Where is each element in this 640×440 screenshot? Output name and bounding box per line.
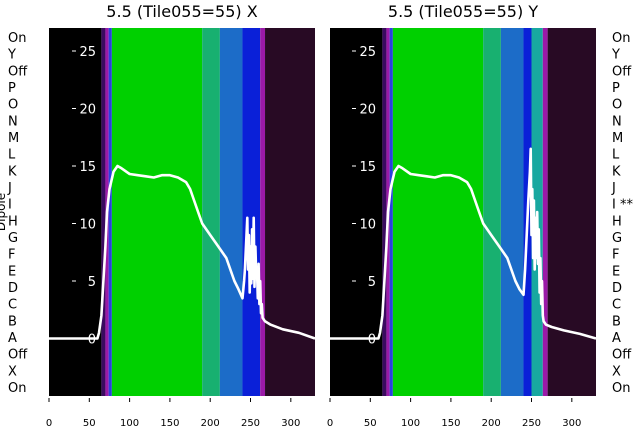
dipole-label: I ** — [612, 198, 633, 213]
heatmap-band — [101, 28, 106, 396]
dipole-label: X — [8, 364, 17, 379]
y-axis-label: Dipole — [0, 193, 8, 231]
heatmap-band — [108, 28, 112, 396]
heatmap-band — [483, 28, 501, 396]
dipole-label: L — [8, 148, 16, 163]
heatmap-band — [242, 28, 261, 396]
dipole-label: K — [8, 164, 17, 179]
dipole-label: B — [8, 314, 17, 329]
series-line — [49, 164, 316, 340]
dipole-label: A — [8, 331, 17, 346]
panel-title: 5.5 (Tile055=55) X — [106, 2, 257, 21]
dipole-label: G — [612, 231, 622, 246]
x-tick-label: 0 — [327, 418, 333, 429]
dipole-label: P — [612, 81, 620, 96]
x-tick-label: 0 — [46, 418, 52, 429]
heatmap-band — [265, 28, 315, 396]
dipole-label: M — [612, 131, 623, 146]
heatmap-band — [382, 28, 387, 396]
heatmap-band — [392, 28, 484, 396]
dipole-label: C — [8, 298, 17, 313]
dipole-label: E — [8, 264, 16, 279]
dipole-label: B — [612, 314, 621, 329]
series-line — [330, 147, 597, 340]
dipole-label: N — [8, 114, 18, 129]
dipole-label: H — [8, 214, 18, 229]
x-tick-label: 150 — [160, 418, 179, 429]
y-tick-label: 15 — [79, 160, 96, 175]
dipole-label: J — [611, 181, 616, 196]
heatmap-band — [111, 28, 203, 396]
y-tick-label: 20 — [359, 103, 376, 118]
dipole-label: M — [8, 131, 19, 146]
dipole-label: Off — [612, 348, 632, 363]
dipole-label: I — [8, 198, 12, 213]
dipole-label: Off — [8, 64, 28, 79]
y-tick-label: 20 — [79, 103, 96, 118]
heatmap-band — [542, 28, 548, 396]
y-tick-label: 25 — [79, 45, 96, 60]
heatmap-band — [547, 28, 596, 396]
y-tick-label: 10 — [79, 218, 96, 233]
dipole-label: E — [612, 264, 620, 279]
dipole-label: Off — [612, 64, 632, 79]
dipole-label: L — [612, 148, 620, 163]
dipole-label: Off — [8, 348, 28, 363]
x-tick-label: 200 — [201, 418, 220, 429]
dipole-label: O — [8, 98, 18, 113]
x-tick-label: 100 — [120, 418, 139, 429]
dipole-label: D — [612, 281, 622, 296]
x-tick-label: 200 — [482, 418, 501, 429]
dipole-label: X — [612, 364, 621, 379]
dipole-label: F — [8, 248, 15, 263]
dipole-label: Y — [7, 48, 16, 63]
heatmap-band — [389, 28, 393, 396]
heatmap-band — [219, 28, 243, 396]
x-tick-label: 300 — [562, 418, 581, 429]
y-tick-label: 0 — [368, 333, 376, 348]
x-tick-label: 50 — [83, 418, 96, 429]
heatmap-band — [330, 28, 383, 396]
dipole-label: Y — [611, 48, 620, 63]
dipole-label: On — [8, 381, 26, 396]
heatmap-band — [49, 28, 102, 396]
dipole-label: C — [612, 298, 621, 313]
x-tick-label: 250 — [522, 418, 541, 429]
y-tick-label: 25 — [359, 45, 376, 60]
x-tick-label: 250 — [241, 418, 260, 429]
dipole-label: G — [8, 231, 18, 246]
dipole-label: On — [612, 381, 630, 396]
dipole-label: O — [612, 98, 622, 113]
dipole-label: N — [612, 114, 622, 129]
dipole-label: H — [612, 214, 622, 229]
heatmap-band — [500, 28, 524, 396]
dipole-label: On — [8, 31, 26, 46]
panel-title: 5.5 (Tile055=55) Y — [388, 2, 538, 21]
dipole-label: A — [612, 331, 621, 346]
x-tick-label: 50 — [364, 418, 377, 429]
dipole-label: F — [612, 248, 619, 263]
heatmap-band — [260, 28, 266, 396]
dipole-label: D — [8, 281, 18, 296]
x-tick-label: 100 — [401, 418, 420, 429]
y-tick-label: 0 — [88, 333, 96, 348]
x-tick-label: 300 — [281, 418, 300, 429]
y-tick-label: 10 — [359, 218, 376, 233]
x-tick-label: 150 — [441, 418, 460, 429]
dipole-label: On — [612, 31, 630, 46]
dipole-label: K — [612, 164, 621, 179]
y-tick-label: 5 — [368, 275, 376, 290]
dipole-label: P — [8, 81, 16, 96]
heatmap-band — [202, 28, 220, 396]
y-tick-label: 5 — [88, 275, 96, 290]
y-tick-label: 15 — [359, 160, 376, 175]
dipole-label: J — [7, 181, 12, 196]
